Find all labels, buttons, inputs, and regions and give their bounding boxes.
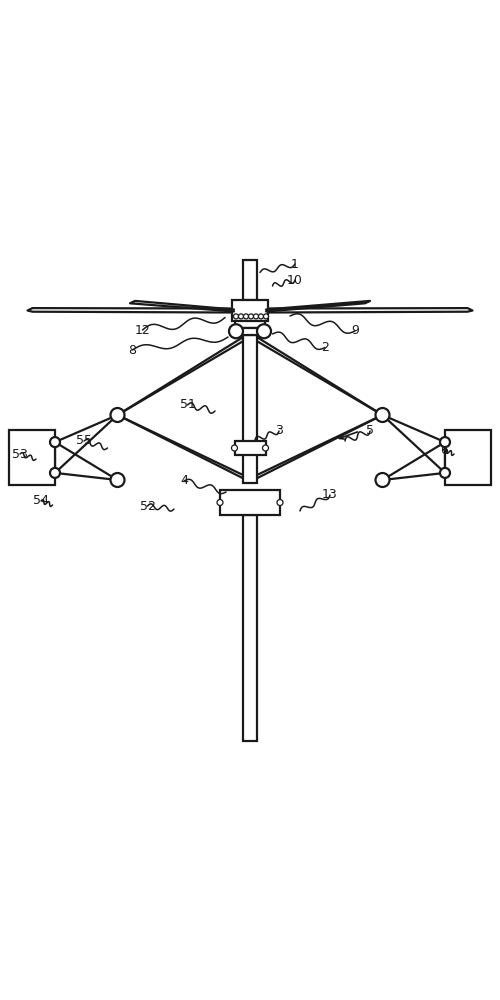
Circle shape [257, 324, 271, 338]
Text: 53: 53 [12, 448, 28, 460]
Polygon shape [266, 301, 370, 312]
Text: 5: 5 [366, 424, 374, 438]
Text: 1: 1 [291, 257, 299, 270]
Bar [235, 321, 265, 328]
Bar [232, 300, 268, 321]
Polygon shape [130, 301, 234, 312]
Text: 3: 3 [275, 424, 283, 438]
Circle shape [110, 473, 124, 487]
Text: 12: 12 [134, 324, 150, 336]
Circle shape [376, 473, 390, 487]
Circle shape [244, 314, 248, 319]
Circle shape [248, 314, 254, 319]
Text: 52: 52 [140, 499, 156, 512]
Circle shape [217, 499, 223, 506]
Circle shape [110, 408, 124, 422]
Polygon shape [28, 308, 232, 312]
Circle shape [258, 314, 264, 319]
Bar [243, 260, 257, 300]
Circle shape [254, 314, 258, 319]
Circle shape [440, 437, 450, 447]
Circle shape [277, 499, 283, 506]
Text: 10: 10 [287, 273, 303, 286]
Circle shape [264, 314, 268, 319]
Bar [243, 515, 257, 741]
Circle shape [229, 324, 243, 338]
Circle shape [262, 445, 268, 451]
Text: 9: 9 [351, 324, 359, 338]
Text: 54: 54 [33, 494, 49, 508]
Text: 8: 8 [128, 344, 136, 357]
Text: 4: 4 [180, 475, 188, 488]
Circle shape [376, 408, 390, 422]
Circle shape [234, 314, 238, 319]
Bar [445, 430, 491, 485]
Bar [236, 328, 264, 335]
Circle shape [232, 445, 237, 451]
Circle shape [238, 314, 244, 319]
Text: 2: 2 [321, 341, 329, 354]
Circle shape [50, 468, 60, 478]
Bar [9, 430, 55, 485]
Bar [243, 335, 257, 483]
Text: 55: 55 [76, 434, 92, 448]
Text: 6: 6 [440, 444, 448, 456]
Circle shape [50, 437, 60, 447]
Circle shape [440, 468, 450, 478]
Text: 13: 13 [322, 488, 338, 502]
Text: 51: 51 [180, 398, 196, 412]
Polygon shape [268, 308, 472, 312]
Bar [234, 441, 266, 455]
Bar [220, 490, 280, 515]
